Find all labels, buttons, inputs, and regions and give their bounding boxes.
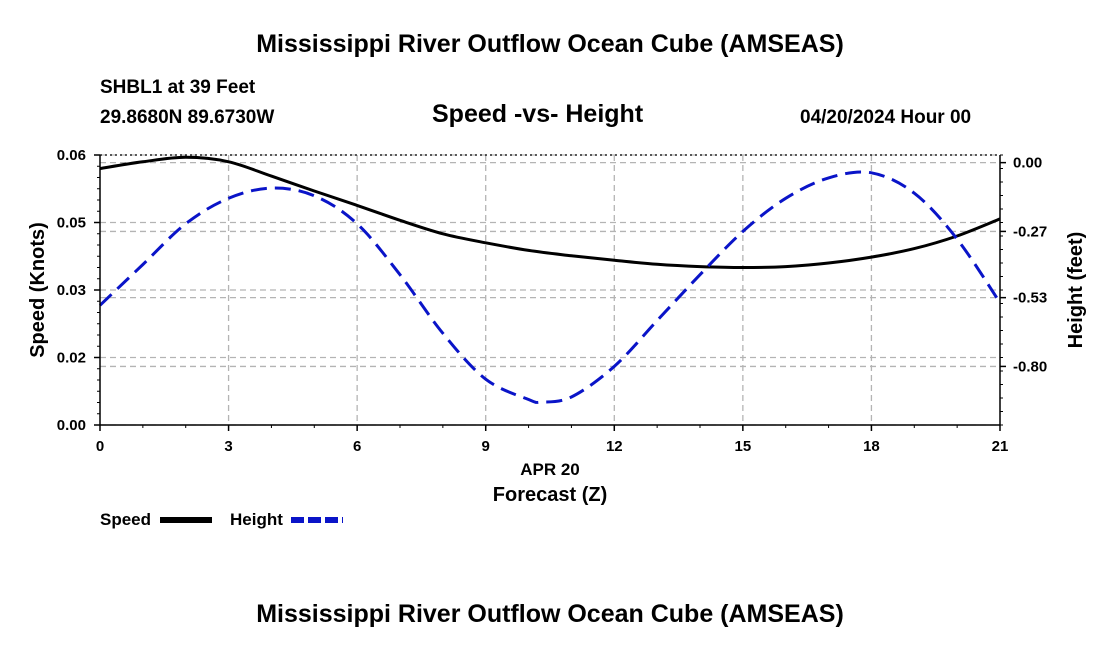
y-right-tick-label: -0.80 (1013, 358, 1047, 375)
location-label: 29.8680N 89.6730W (100, 107, 275, 128)
chart: 0 3 6 9 12 15 18 21 0.00 0.02 0.03 0.05 0.06 0.00 -0.2… (27, 147, 1087, 529)
x-tick-label: 12 (606, 438, 623, 455)
speed-line (99, 155, 1001, 270)
x-tick-label: 0 (96, 438, 104, 455)
x-tick-label: 21 (992, 438, 1009, 455)
station-label: SHBL1 at 39 Feet (100, 77, 256, 98)
x-axis-date-label: APR 20 (520, 460, 580, 479)
x-tick-label: 15 (735, 438, 752, 455)
y-left-tick-label: 0.06 (57, 147, 86, 164)
chart-title: Speed -vs- Height (432, 100, 644, 128)
plot-frame (99, 154, 1001, 426)
y-left-tick-label: 0.00 (57, 417, 86, 434)
datetime-label: 04/20/2024 Hour 00 (800, 107, 972, 128)
y-left-tick-label: 0.02 (57, 350, 86, 367)
y-left-tick-label: 0.05 (57, 215, 86, 232)
height-line (98, 170, 1002, 404)
y-axis-left-label: Speed (Knots) (27, 222, 49, 358)
legend-height-label: Height (230, 510, 283, 529)
footer-title: Mississippi River Outflow Ocean Cube (AM… (256, 600, 844, 628)
y-right-tick-label: -0.53 (1013, 290, 1047, 307)
y-axis-right-label: Height (feet) (1065, 232, 1087, 349)
y-left-tick-label: 0.03 (57, 282, 86, 299)
x-tick-label: 6 (353, 438, 361, 455)
x-tick-label: 3 (224, 438, 232, 455)
y-right-tick-label: 0.00 (1013, 155, 1042, 172)
page-title: Mississippi River Outflow Ocean Cube (AM… (256, 30, 844, 58)
tick-labels: 0 3 6 9 12 15 18 21 0.00 0.02 0.03 0.05 0.06 0.00 -0.2… (57, 147, 1047, 455)
x-tick-label: 18 (863, 438, 880, 455)
legend-speed-label: Speed (100, 510, 151, 529)
y-right-tick-label: -0.27 (1013, 223, 1047, 240)
x-tick-label: 9 (482, 438, 490, 455)
legend: Speed Height (100, 510, 343, 529)
x-axis-label: Forecast (Z) (493, 484, 607, 506)
